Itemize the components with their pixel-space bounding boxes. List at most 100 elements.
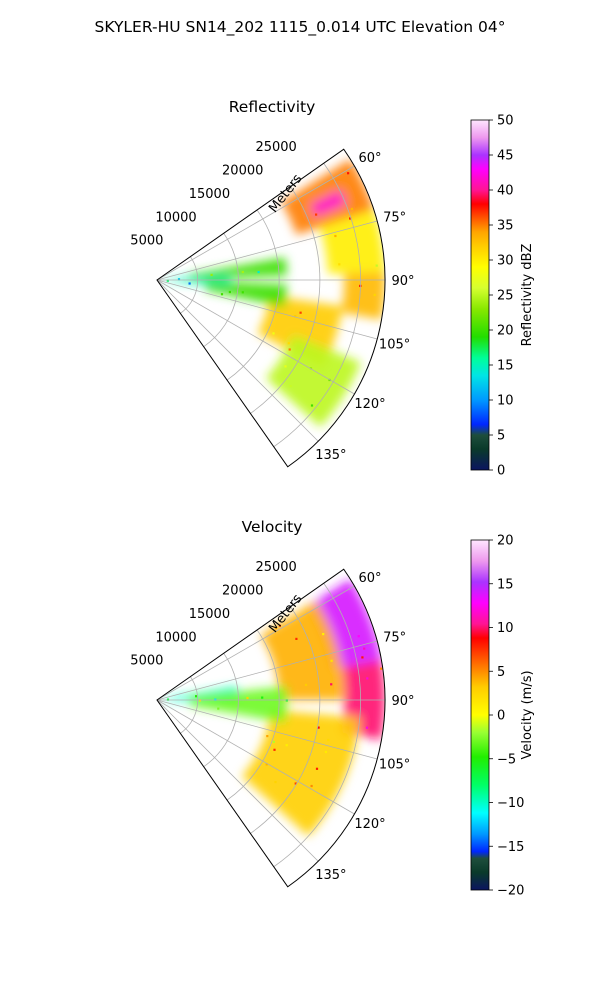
colorbar-tick-label: 0: [497, 464, 505, 479]
echo-pixel: [375, 264, 378, 267]
azimuth-tick-label: 135°: [315, 868, 346, 883]
colorbar-tick-label: 10: [497, 621, 514, 636]
echo-region: [241, 709, 360, 837]
azimuth-line: [156, 699, 319, 862]
range-tick-label: 25000: [255, 140, 296, 155]
azimuth-line: [156, 585, 355, 701]
echo-pixel: [217, 707, 220, 710]
echo-pixel: [309, 367, 313, 370]
azimuth-line: [156, 220, 378, 281]
echo-pixel: [327, 738, 330, 742]
echo-pixel: [334, 234, 337, 238]
echo-pixel: [365, 726, 369, 729]
echo-pixel: [272, 332, 275, 335]
colorbar-tick-label: −15: [497, 840, 524, 855]
range-tick-label: 15000: [189, 187, 230, 202]
azimuth-line: [156, 165, 355, 281]
echo-pixel: [257, 271, 260, 274]
colorbar-tick-label: 20: [497, 324, 514, 339]
echo-pixel: [274, 626, 278, 630]
echo-region: [189, 257, 288, 279]
azimuth-tick-label: 60°: [358, 151, 381, 166]
echo-pixel: [266, 735, 269, 738]
colorbar-tick-label: 40: [497, 184, 514, 199]
panel-title: Reflectivity: [229, 98, 316, 116]
azimuth-line: [156, 640, 378, 701]
echo-pixel: [347, 172, 350, 175]
echo-pixel: [220, 293, 224, 296]
range-ring: [250, 186, 321, 414]
echo-pixel: [338, 263, 341, 266]
echo-pixel: [299, 311, 302, 314]
colorbar: [470, 119, 490, 471]
echo-region: [260, 600, 345, 700]
panel-title: Velocity: [242, 518, 303, 536]
echo-pixel: [294, 315, 297, 318]
colorbar-tick-label: 25: [497, 289, 514, 304]
reflectivity-panel: Reflectivity60°75°90°105°120°135°5000100…: [130, 98, 535, 479]
echo-pixel: [289, 385, 292, 388]
colorbar-label: Reflectivity dBZ: [520, 244, 535, 347]
azimuth-line: [156, 279, 355, 395]
echo-region: [341, 272, 385, 320]
range-ring: [250, 606, 321, 834]
colorbar: [470, 539, 490, 891]
echo-pixel: [195, 695, 198, 698]
echo-pixel: [322, 633, 325, 636]
azimuth-tick-label: 90°: [391, 274, 414, 289]
azimuth-line: [156, 279, 319, 442]
range-tick-label: 5000: [130, 234, 163, 249]
echo-pixel: [177, 278, 181, 281]
data-layer: [157, 159, 385, 428]
echo-pixel: [274, 781, 277, 784]
echo-pixel: [284, 365, 287, 368]
colorbar-tick-label: 15: [497, 577, 514, 592]
colorbar-tick-label: 30: [497, 254, 514, 269]
azimuth-line: [156, 699, 378, 760]
range-ring: [273, 583, 361, 868]
azimuth-tick-label: 75°: [383, 630, 406, 645]
echo-pixel: [273, 748, 276, 751]
echo-pixel: [380, 667, 383, 670]
echo-pixel: [285, 744, 288, 747]
velocity-panel: Velocity 60° 75° 90° 105° 120° 135° 5000 10000 15…: [130, 518, 535, 899]
echo-pixel: [363, 647, 366, 650]
echo-region: [319, 209, 385, 275]
echo-pixel: [228, 290, 231, 294]
colorbar-tick-label: 0: [497, 709, 505, 724]
azimuth-tick-label: 90°: [391, 694, 414, 709]
echo-pixel: [310, 404, 314, 407]
azimuth-tick-label: 135°: [315, 448, 346, 463]
range-tick-label: 10000: [155, 630, 196, 645]
colorbar-tick-label: −10: [497, 796, 524, 811]
colorbar-tick-label: 10: [497, 394, 514, 409]
echo-pixel: [294, 782, 297, 785]
echo-pixel: [287, 342, 290, 345]
echo-region: [265, 334, 361, 428]
sector-frame: [156, 148, 386, 468]
range-ring: [273, 163, 361, 448]
echo-pixel: [278, 624, 281, 627]
colorbar-tick-label: 35: [497, 219, 514, 234]
echo-pixel: [210, 273, 213, 276]
echo-pixel: [315, 213, 318, 216]
azimuth-tick-label: 120°: [354, 817, 385, 832]
azimuth-tick-label: 60°: [358, 571, 381, 586]
figure-title: SKYLER-HU SN14_202 1115_0.014 UTC Elevat…: [95, 18, 506, 37]
echo-pixel: [366, 677, 369, 680]
echo-pixel: [241, 291, 244, 294]
echo-pixel: [310, 784, 313, 788]
echo-pixel: [361, 656, 364, 659]
echo-pixel: [317, 726, 320, 729]
azimuth-tick-label: 105°: [379, 758, 410, 773]
echo-pixel: [357, 635, 360, 638]
azimuth-tick-label: 75°: [383, 210, 406, 225]
echo-pixel: [272, 740, 275, 743]
echo-pixel: [261, 696, 264, 699]
echo-pixel: [198, 699, 202, 702]
echo-pixel: [304, 683, 308, 686]
echo-pixel: [265, 763, 268, 766]
range-tick-label: 25000: [255, 560, 296, 575]
echo-pixel: [349, 217, 352, 220]
azimuth-tick-label: 105°: [379, 338, 410, 353]
